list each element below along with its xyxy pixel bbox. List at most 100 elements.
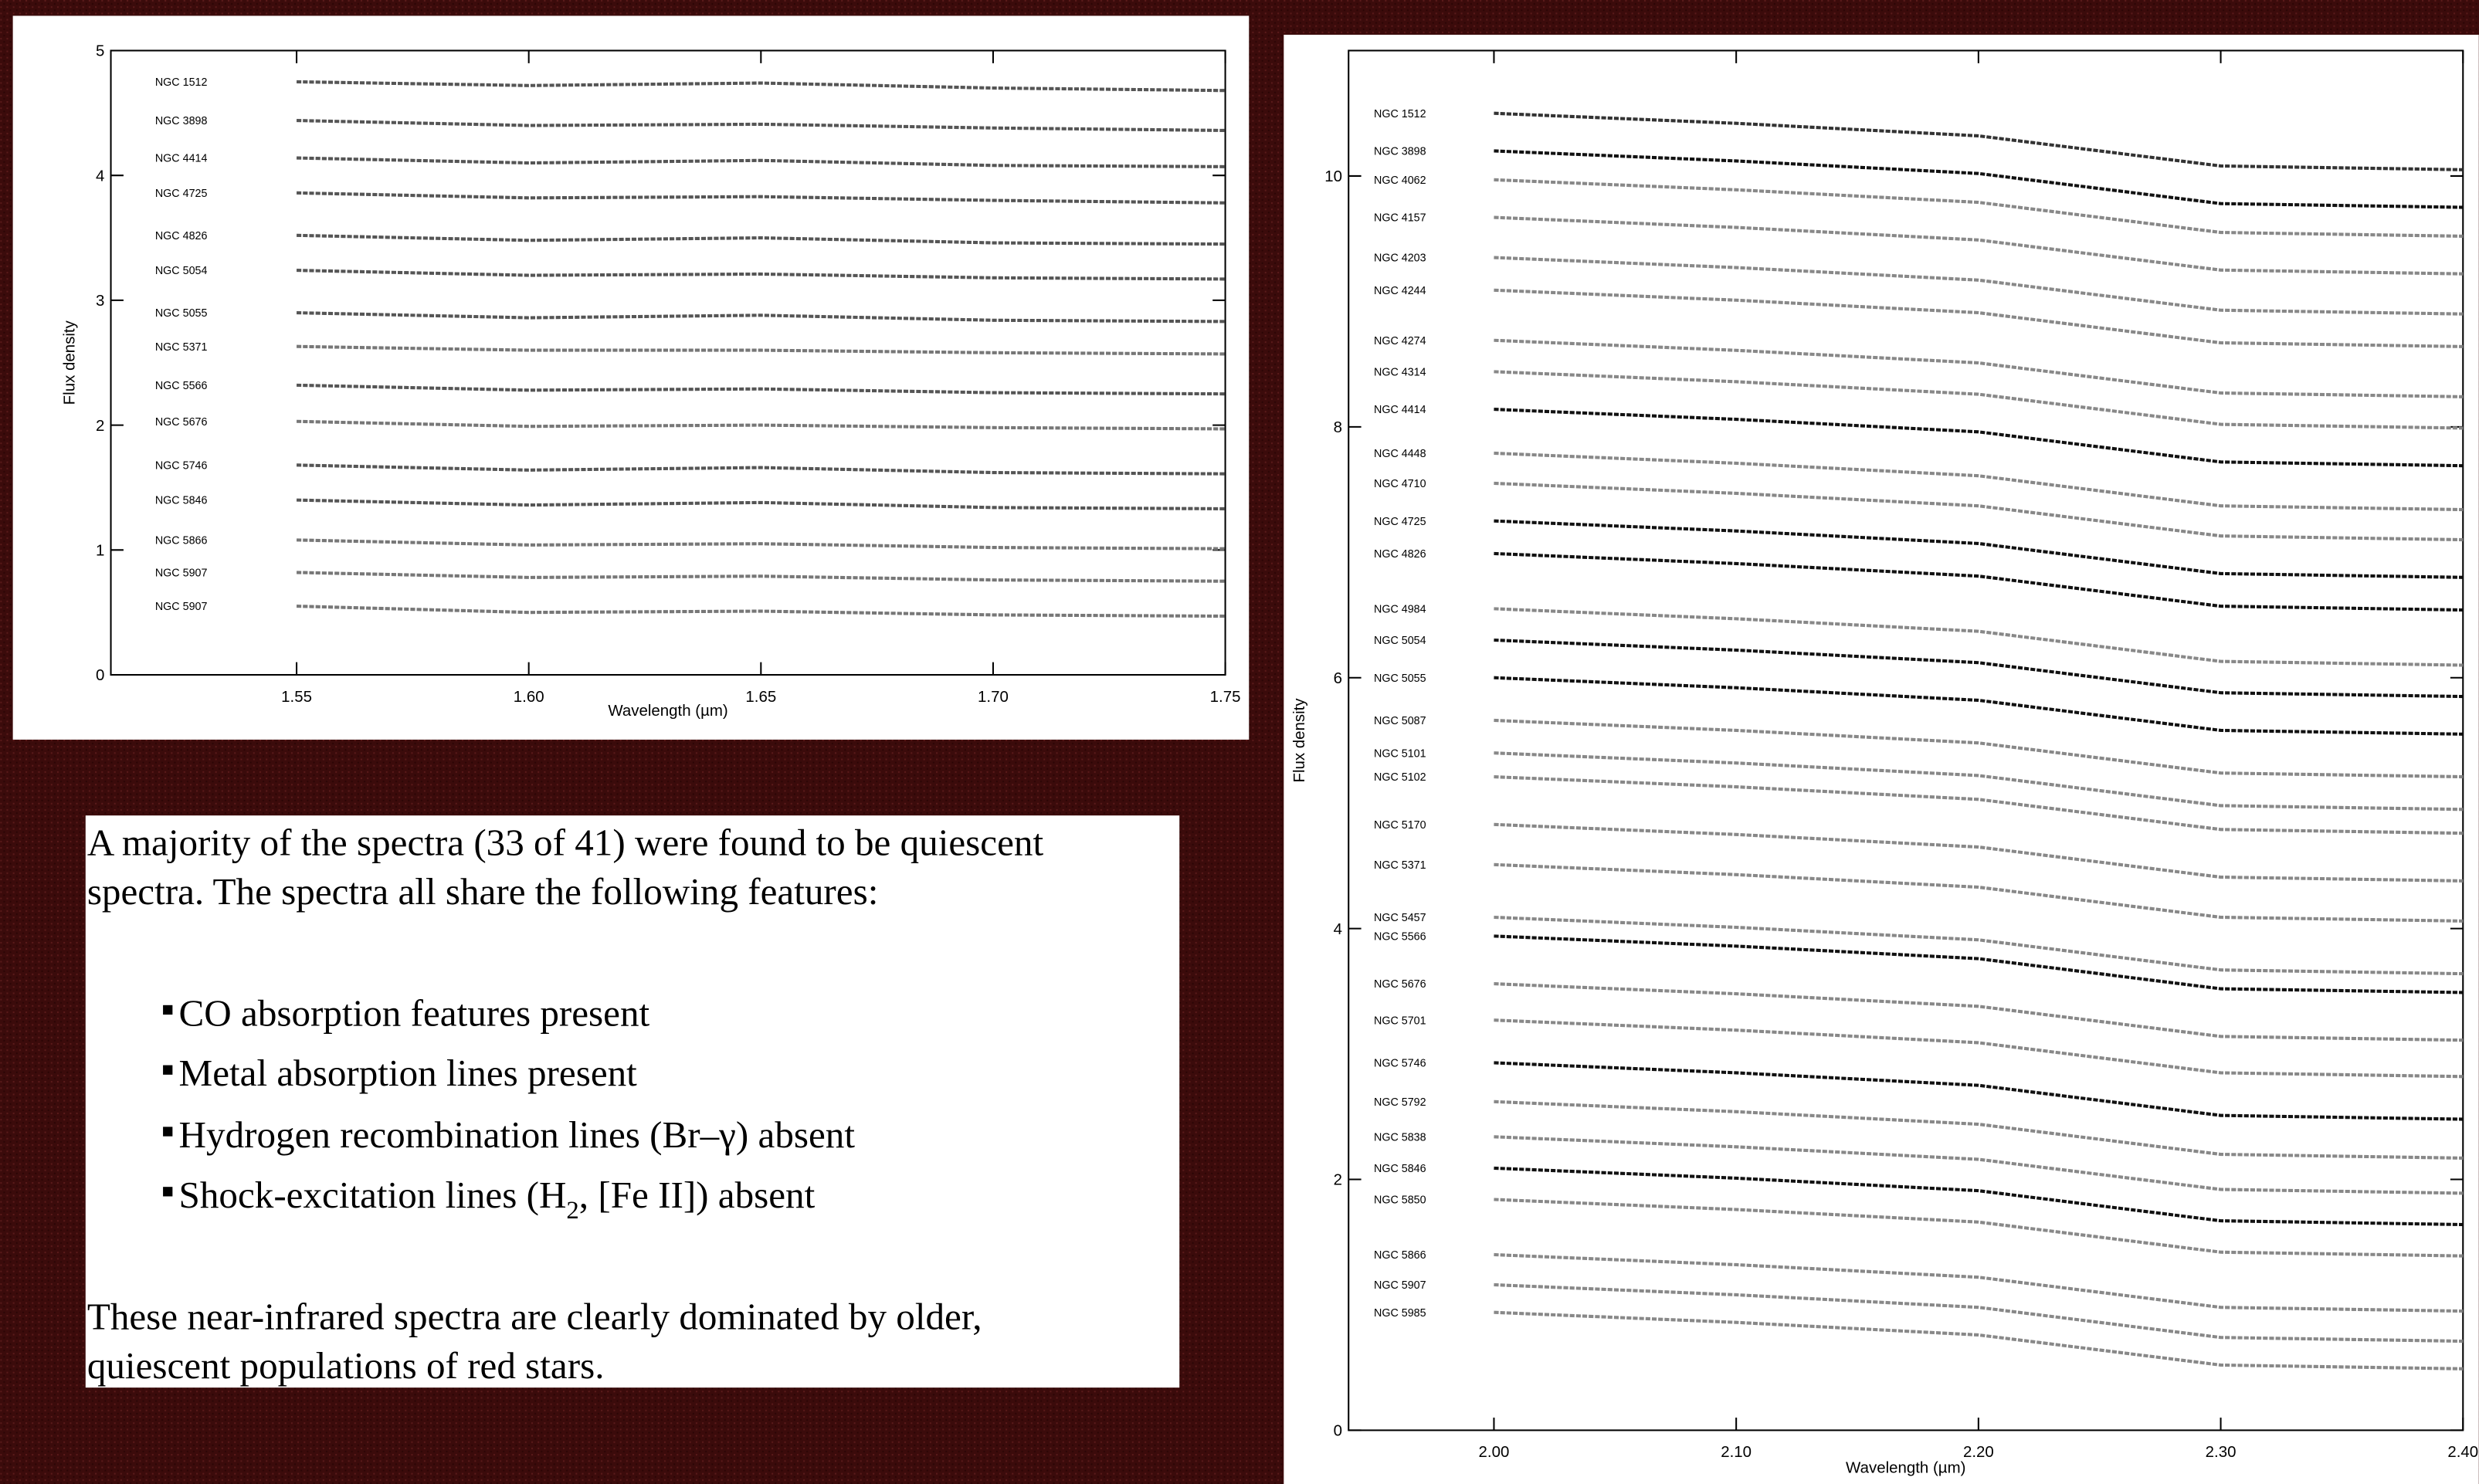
series-label: NGC 5746	[155, 459, 208, 472]
x-tick-label: 1.75	[1210, 688, 1241, 706]
x-tick-label: 1.60	[514, 688, 544, 706]
spectrum	[297, 344, 1226, 356]
series-label: NGC 5846	[1374, 1163, 1426, 1175]
series-label: NGC 5055	[155, 307, 208, 320]
spectrum	[1494, 288, 2464, 348]
spectrum	[1494, 408, 2464, 468]
series-label: NGC 4984	[1374, 604, 1426, 616]
spectrum	[297, 119, 1226, 133]
spectrum	[1494, 915, 2464, 976]
series-label: NGC 4203	[1374, 252, 1426, 265]
series-label: NGC 4448	[1374, 448, 1426, 460]
spectrum	[1494, 775, 2464, 835]
spectrum	[1494, 822, 2464, 883]
x-tick-label: 2.10	[1721, 1443, 1752, 1461]
series-label: NGC 1512	[1374, 108, 1426, 120]
series-label: NGC 5907	[155, 601, 208, 613]
bullet-icon	[163, 1127, 173, 1137]
series-label: NGC 5676	[1374, 978, 1426, 991]
series-label: NGC 4710	[1374, 478, 1426, 490]
series-label: NGC 3898	[1374, 146, 1426, 158]
bullet-icon	[163, 1005, 173, 1015]
chart-panel	[1284, 35, 2479, 1484]
series-label: NGC 5102	[1374, 771, 1426, 784]
spectrum	[1494, 178, 2464, 238]
bullet-icon	[163, 1187, 173, 1197]
series-label: NGC 5985	[1374, 1307, 1426, 1320]
spectrum	[1494, 1252, 2464, 1313]
spectrum	[1494, 934, 2464, 994]
series-label: NGC 4274	[1374, 335, 1426, 347]
x-tick-label: 2.00	[1479, 1443, 1510, 1461]
spectrum	[297, 269, 1226, 281]
spectrum	[1494, 149, 2464, 209]
spectrum	[1494, 982, 2464, 1042]
series-label: NGC 5792	[1374, 1096, 1426, 1109]
y-tick-label: 4	[1334, 920, 1342, 938]
series-label: NGC 5907	[155, 568, 208, 580]
series-label: NGC 5055	[1374, 673, 1426, 685]
x-axis-label: Wavelength (µm)	[608, 702, 727, 720]
plot-frame	[110, 49, 1226, 676]
series-label: NGC 4725	[155, 188, 208, 200]
bullet: Hydrogen recombination lines (Br–γ) abse…	[179, 1113, 856, 1156]
series-label: NGC 5701	[1374, 1015, 1426, 1027]
series-label: NGC 5371	[155, 341, 208, 354]
spectrum	[1494, 676, 2464, 736]
series-label: NGC 5087	[1374, 715, 1426, 727]
plot-frame	[1348, 49, 2464, 1431]
spectrum	[1494, 1166, 2464, 1227]
spectrum	[1494, 718, 2464, 779]
bullet: Shock-excitation lines (H2, [Fe II]) abs…	[179, 1174, 816, 1225]
spectrum	[1494, 1310, 2464, 1370]
series-label: NGC 5866	[1374, 1249, 1426, 1262]
spectrum	[1494, 338, 2464, 398]
series-label: NGC 5054	[1374, 635, 1426, 647]
series-label: NGC 5371	[1374, 859, 1426, 872]
y-tick-label: 8	[1334, 418, 1342, 436]
series-label: NGC 5907	[1374, 1279, 1426, 1292]
y-tick-label: 2	[96, 417, 104, 435]
bullet: Metal absorption lines present	[179, 1052, 638, 1094]
series-label: NGC 5054	[155, 265, 208, 277]
series-label: NGC 5101	[1374, 747, 1426, 760]
x-tick-label: 1.55	[281, 688, 312, 706]
series-label: NGC 5676	[155, 416, 208, 429]
x-tick-label: 2.30	[2206, 1443, 2237, 1461]
y-tick-label: 3	[96, 292, 104, 310]
series-label: NGC 5838	[1374, 1131, 1426, 1143]
spectrum	[1494, 111, 2464, 171]
series-label: NGC 4414	[1374, 404, 1426, 416]
spectrum	[1494, 1135, 2464, 1195]
spectrum	[1494, 1018, 2464, 1079]
y-tick-label: 0	[96, 666, 104, 684]
series-label: NGC 4157	[1374, 212, 1426, 225]
spectrum	[297, 191, 1226, 205]
series-label: NGC 5566	[1374, 930, 1426, 943]
x-tick-label: 1.70	[978, 688, 1009, 706]
y-tick-label: 10	[1324, 168, 1342, 185]
spectrum	[297, 538, 1226, 551]
spectrum	[1494, 215, 2464, 276]
bullet-icon	[163, 1065, 173, 1075]
closing-line: These near-infrared spectra are clearly …	[87, 1295, 982, 1337]
spectrum	[297, 571, 1226, 583]
spectrum	[1494, 370, 2464, 430]
spectrum	[1494, 1061, 2464, 1121]
x-tick-label: 1.65	[745, 688, 776, 706]
y-axis-label: Flux density	[60, 320, 78, 405]
spectrum	[297, 498, 1226, 510]
y-tick-label: 1	[96, 541, 104, 559]
series-label: NGC 1512	[155, 76, 208, 89]
series-label: NGC 4826	[1374, 548, 1426, 561]
chart: 2.00 2.10 2.20 2.30 2.40 0 2 4 6 8 10 Wavelength (µ…	[1284, 35, 2479, 1484]
spectrum	[1494, 862, 2464, 923]
spectrum	[297, 463, 1226, 476]
y-tick-label: 6	[1334, 669, 1342, 687]
x-tick-label: 2.20	[1963, 1443, 1994, 1461]
series-label: NGC 5746	[1374, 1058, 1426, 1070]
spectrum	[1494, 1099, 2464, 1160]
series-label: NGC 5170	[1374, 819, 1426, 832]
spectrum	[1494, 451, 2464, 512]
